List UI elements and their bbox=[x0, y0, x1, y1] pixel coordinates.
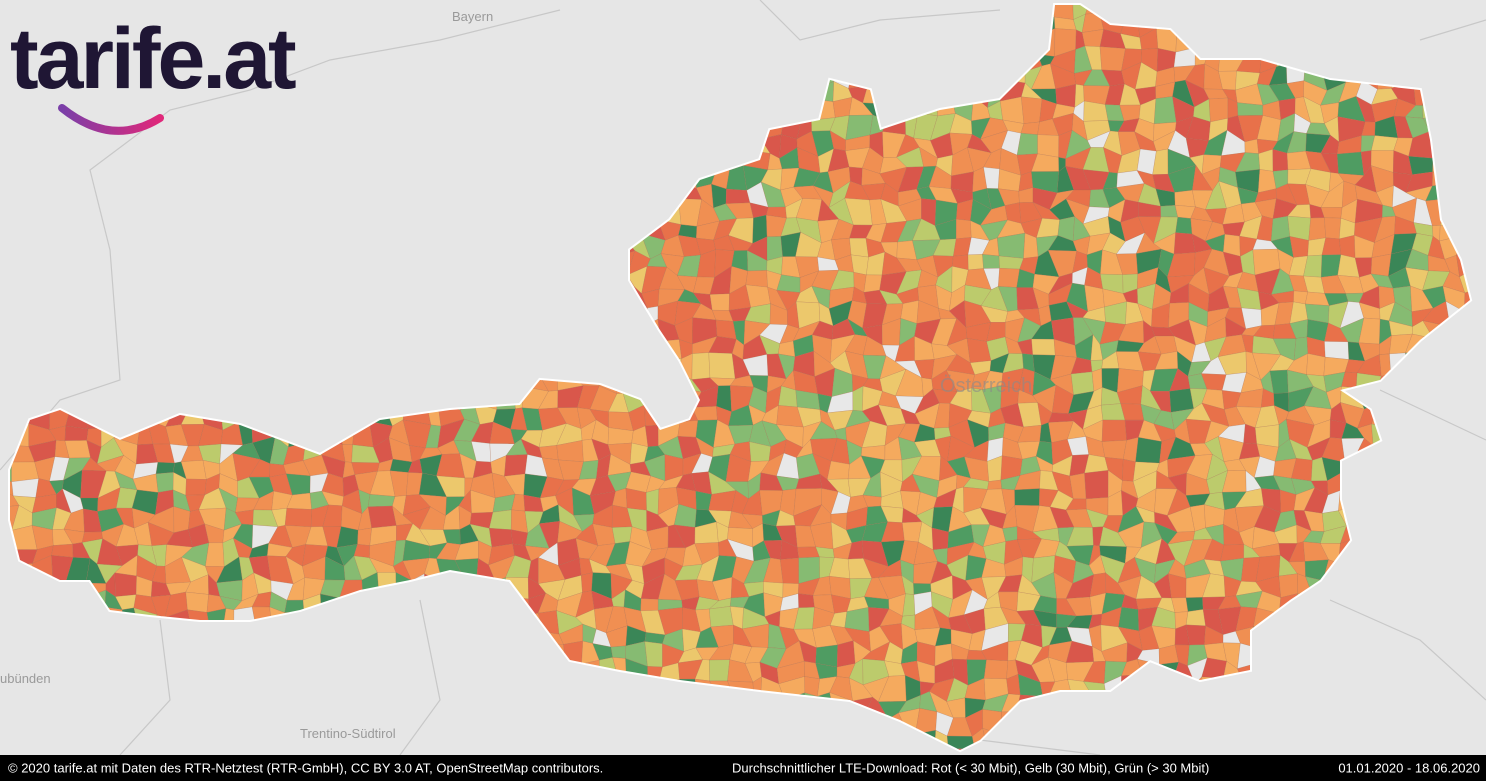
municipality bbox=[691, 352, 711, 380]
municipality bbox=[367, 505, 397, 529]
municipality bbox=[1371, 135, 1399, 151]
municipality bbox=[1408, 156, 1434, 175]
footer-bar bbox=[0, 755, 1486, 781]
municipality bbox=[640, 598, 659, 612]
country-borders bbox=[0, 0, 1486, 756]
municipality bbox=[863, 274, 883, 293]
municipality bbox=[489, 509, 512, 530]
municipality bbox=[114, 572, 137, 597]
municipality bbox=[849, 237, 869, 258]
municipality bbox=[766, 236, 783, 261]
footer-legend: Durchschnittlicher LTE-Download: Rot (< … bbox=[732, 760, 1209, 775]
logo-arc bbox=[58, 104, 164, 135]
municipality bbox=[1070, 371, 1095, 396]
municipality bbox=[745, 270, 768, 288]
municipality bbox=[205, 542, 225, 567]
municipality bbox=[967, 254, 984, 271]
municipality bbox=[1084, 470, 1109, 500]
municipality bbox=[982, 254, 1000, 269]
municipality bbox=[610, 645, 627, 659]
municipality bbox=[725, 188, 751, 204]
municipality bbox=[1306, 353, 1326, 377]
municipality bbox=[850, 254, 869, 276]
municipality bbox=[708, 352, 736, 379]
municipality bbox=[1173, 232, 1196, 255]
municipality bbox=[1020, 121, 1040, 135]
municipality bbox=[357, 527, 372, 546]
municipality bbox=[155, 462, 175, 475]
municipality bbox=[1118, 606, 1140, 632]
municipality bbox=[155, 472, 174, 493]
municipality bbox=[1084, 454, 1109, 474]
municipality bbox=[611, 526, 633, 544]
municipality bbox=[1175, 216, 1193, 235]
municipality bbox=[367, 494, 396, 508]
municipality bbox=[709, 659, 730, 682]
municipality bbox=[836, 640, 856, 668]
municipality bbox=[1336, 151, 1365, 176]
municipality bbox=[1014, 488, 1040, 506]
municipality bbox=[1099, 46, 1126, 72]
municipality bbox=[1120, 403, 1145, 421]
municipality bbox=[983, 659, 1009, 680]
municipality bbox=[185, 591, 209, 613]
municipality bbox=[1021, 96, 1043, 124]
municipality bbox=[1320, 207, 1343, 219]
region-label: Trentino-Südtirol bbox=[300, 726, 396, 741]
municipality bbox=[798, 593, 815, 608]
municipality bbox=[998, 268, 1020, 288]
country-label: Österreich bbox=[940, 375, 1032, 397]
municipality bbox=[1185, 609, 1206, 627]
municipality bbox=[644, 641, 663, 668]
municipality bbox=[780, 557, 799, 584]
municipality bbox=[11, 478, 39, 498]
municipality bbox=[1324, 341, 1350, 360]
municipality bbox=[284, 508, 312, 528]
municipality bbox=[64, 440, 91, 459]
municipality bbox=[580, 572, 594, 593]
municipality bbox=[1208, 97, 1229, 123]
municipality bbox=[709, 293, 730, 311]
municipality bbox=[955, 218, 972, 240]
logo-text: tarife.at bbox=[10, 11, 296, 107]
municipality bbox=[987, 479, 1002, 490]
municipality bbox=[826, 460, 850, 480]
municipality bbox=[1135, 437, 1162, 464]
municipality bbox=[1254, 424, 1280, 448]
municipality bbox=[185, 478, 207, 496]
municipality bbox=[1101, 419, 1127, 442]
municipality bbox=[999, 96, 1025, 124]
municipality bbox=[607, 427, 634, 445]
municipality bbox=[1278, 573, 1298, 598]
municipality bbox=[1370, 253, 1392, 277]
municipality bbox=[1037, 134, 1059, 158]
municipality bbox=[504, 454, 528, 477]
municipality bbox=[1185, 624, 1206, 646]
municipality bbox=[1244, 138, 1259, 154]
footer-credits: © 2020 tarife.at mit Daten des RTR-Netzt… bbox=[8, 760, 603, 775]
municipality bbox=[708, 606, 734, 628]
municipality bbox=[1160, 205, 1179, 218]
municipality bbox=[1101, 440, 1127, 460]
municipality bbox=[998, 255, 1024, 270]
municipality bbox=[1339, 235, 1356, 259]
municipality bbox=[1169, 388, 1194, 413]
municipality bbox=[1174, 189, 1196, 208]
logo: tarife.at bbox=[10, 11, 299, 135]
footer-period: 01.01.2020 - 18.06.2020 bbox=[1338, 760, 1480, 775]
region-label: ubünden bbox=[0, 671, 51, 686]
municipality bbox=[1308, 217, 1326, 241]
municipality bbox=[1272, 149, 1289, 172]
region-label: Bayern bbox=[452, 9, 493, 24]
municipality bbox=[1084, 284, 1105, 312]
municipality bbox=[1031, 338, 1056, 356]
municipality bbox=[1185, 597, 1204, 612]
municipality bbox=[1324, 217, 1342, 240]
municipality bbox=[1091, 368, 1103, 392]
municipality bbox=[51, 543, 74, 558]
